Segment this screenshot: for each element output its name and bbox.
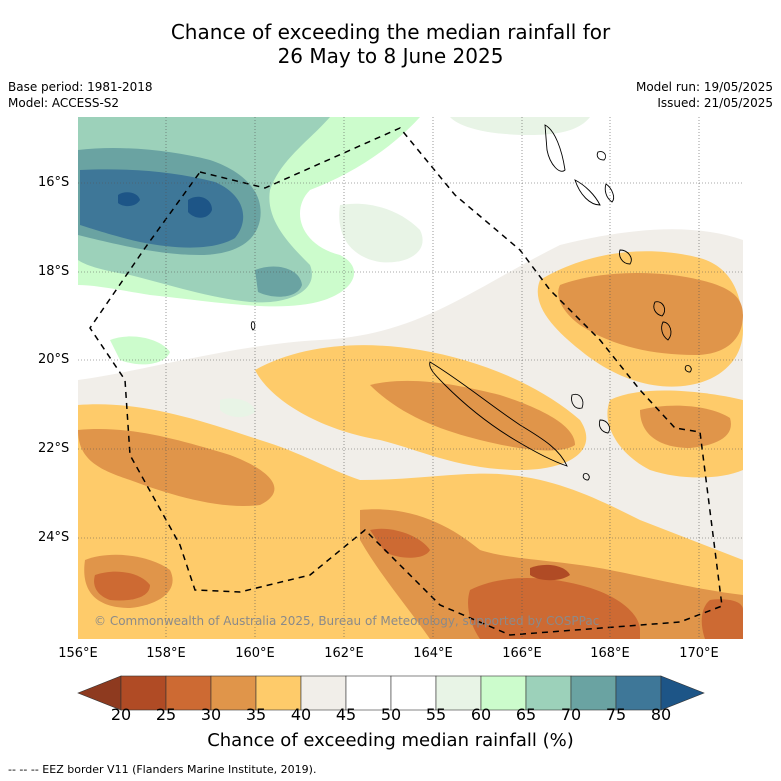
lon-label: 168°E bbox=[590, 646, 630, 661]
issued-date: Issued: 21/05/2025 bbox=[657, 96, 773, 110]
colorbar-tick: 45 bbox=[335, 705, 357, 724]
probability-field bbox=[78, 117, 743, 639]
map-title-line2: 26 May to 8 June 2025 bbox=[277, 44, 504, 68]
gridlines bbox=[78, 117, 743, 639]
model-run: Model run: 19/05/2025 bbox=[635, 80, 773, 94]
colorbar-tick: 60 bbox=[470, 705, 492, 724]
lat-label: 18°S bbox=[38, 264, 70, 279]
colorbar-tick: 40 bbox=[290, 705, 312, 724]
colorbar bbox=[77, 675, 705, 711]
lat-label: 20°S bbox=[38, 352, 70, 367]
base-period: Base period: 1981-2018 bbox=[8, 80, 153, 94]
lon-label: 160°E bbox=[235, 646, 275, 661]
colorbar-tick: 80 bbox=[650, 705, 672, 724]
lon-label: 170°E bbox=[679, 646, 719, 661]
colorbar-tick: 35 bbox=[245, 705, 267, 724]
map-title-line1: Chance of exceeding the median rainfall … bbox=[170, 20, 611, 44]
lat-label: 16°S bbox=[38, 175, 70, 190]
colorbar-tick: 50 bbox=[380, 705, 402, 724]
meta-right: Model run: 19/05/2025 Issued: 21/05/2025 bbox=[636, 79, 773, 111]
eez-legend: -- -- -- EEZ border V11 (Flanders Marine… bbox=[8, 763, 317, 776]
colorbar-tick: 70 bbox=[560, 705, 582, 724]
colorbar-tick: 25 bbox=[155, 705, 177, 724]
lat-label: 24°S bbox=[38, 530, 70, 545]
lon-label: 156°E bbox=[58, 646, 98, 661]
lat-label: 22°S bbox=[38, 441, 70, 456]
colorbar-tick: 55 bbox=[425, 705, 447, 724]
lon-label: 158°E bbox=[146, 646, 186, 661]
lon-label: 164°E bbox=[413, 646, 453, 661]
colorbar-tick: 75 bbox=[605, 705, 627, 724]
lon-label: 166°E bbox=[502, 646, 542, 661]
lon-label: 162°E bbox=[324, 646, 364, 661]
colorbar-tick: 20 bbox=[110, 705, 132, 724]
copyright-notice: © Commonwealth of Australia 2025, Bureau… bbox=[94, 614, 600, 628]
colorbar-tick: 30 bbox=[200, 705, 222, 724]
model-name: Model: ACCESS-S2 bbox=[8, 96, 120, 110]
meta-left: Base period: 1981-2018 Model: ACCESS-S2 bbox=[8, 79, 153, 111]
colorbar-title: Chance of exceeding median rainfall (%) bbox=[207, 730, 574, 751]
colorbar-tick: 65 bbox=[515, 705, 537, 724]
